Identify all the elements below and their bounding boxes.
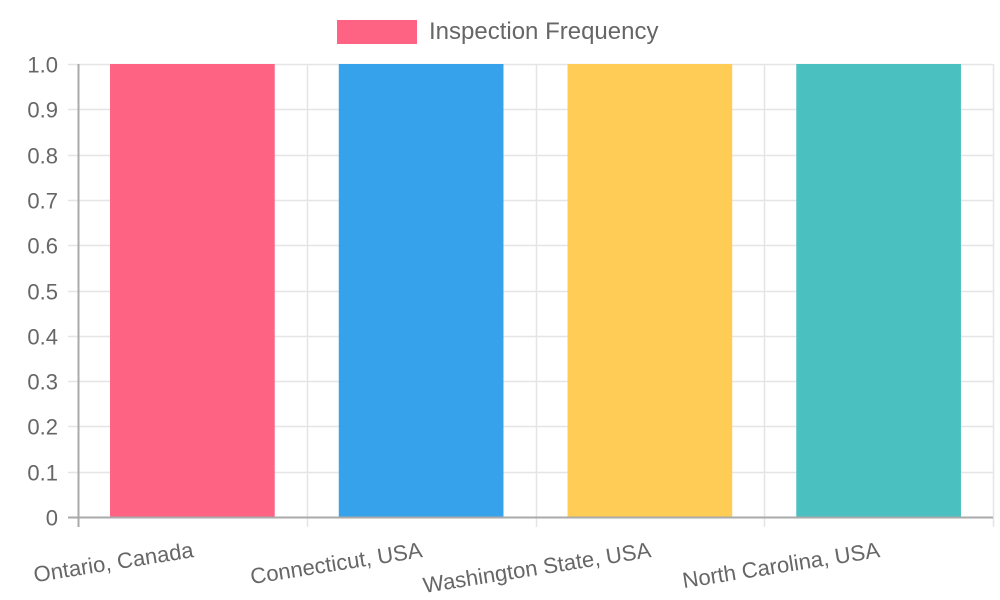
bar[interactable] bbox=[567, 64, 733, 517]
x-tick-label: Ontario, Canada bbox=[32, 537, 196, 587]
y-tick-label: 0.4 bbox=[27, 325, 58, 350]
y-tick-label: 0.2 bbox=[27, 415, 58, 440]
y-tick-label: 0.8 bbox=[27, 144, 58, 169]
y-tick-label: 0.5 bbox=[27, 280, 58, 305]
y-tick-label: 0 bbox=[46, 506, 58, 531]
y-tick-label: 1.0 bbox=[27, 53, 58, 78]
legend-swatch[interactable] bbox=[337, 20, 417, 44]
x-tick-label: Connecticut, USA bbox=[248, 537, 424, 589]
bar[interactable] bbox=[110, 64, 275, 517]
x-tick-label: North Carolina, USA bbox=[681, 537, 882, 593]
y-tick-label: 0.6 bbox=[27, 234, 58, 259]
bar[interactable] bbox=[796, 64, 961, 517]
y-tick-label: 0.1 bbox=[27, 461, 58, 486]
y-tick-label: 0.3 bbox=[27, 370, 58, 395]
x-tick-label: Washington State, USA bbox=[421, 537, 653, 598]
chart-legend: Inspection Frequency bbox=[337, 18, 658, 46]
y-tick-label: 0.7 bbox=[27, 189, 58, 214]
bar[interactable] bbox=[338, 64, 504, 517]
legend-label[interactable]: Inspection Frequency bbox=[429, 18, 659, 45]
y-tick-label: 0.9 bbox=[27, 98, 58, 123]
